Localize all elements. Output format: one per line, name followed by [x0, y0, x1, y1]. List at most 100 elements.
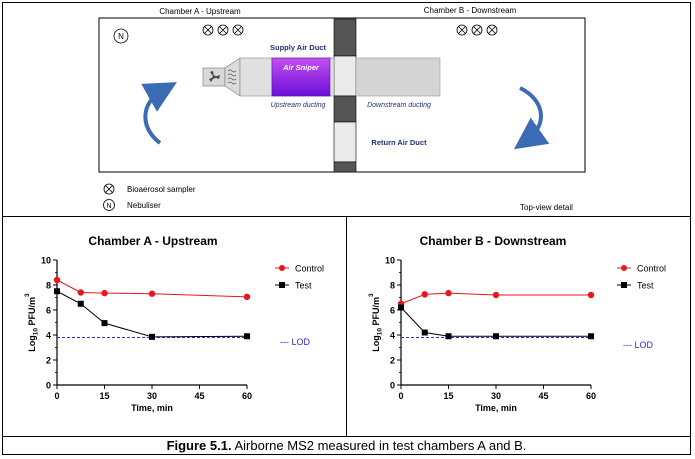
upstream-ducting-label: Upstream ducting	[271, 102, 326, 109]
x-tick-label: 45	[194, 391, 204, 401]
caption-divider	[2, 436, 691, 437]
wall-duct-column	[333, 18, 357, 173]
data-point-test	[244, 333, 250, 340]
y-axis-label-sup: 3	[24, 293, 31, 297]
data-point-control	[101, 289, 108, 297]
nebuliser-symbol: N	[118, 32, 124, 41]
supply-duct-label: Supply Air Duct	[270, 43, 326, 52]
series-line-test	[56, 290, 248, 338]
view-label: Top-view detail	[520, 203, 573, 212]
y-axis-label-rest: PFU/m	[27, 297, 37, 328]
data-point-test	[493, 333, 499, 340]
y-axis-label-sup: 3	[368, 293, 375, 297]
legend-nebuliser-label: Nebuliser	[127, 201, 161, 210]
x-tick-label: 45	[538, 391, 548, 401]
y-axis-label-rest: PFU/m	[371, 297, 381, 328]
y-tick-label: 10	[385, 256, 395, 266]
legend-sampler-label: Bioaerosol sampler	[127, 185, 196, 194]
chamber-b-label: Chamber B - Downstream	[424, 6, 517, 15]
vent-lines-icon	[227, 69, 237, 85]
y-tick-label: 10	[41, 256, 51, 266]
legend-marker-test	[621, 282, 627, 288]
x-tick-label: 15	[443, 391, 453, 401]
y-tick-label: 4	[46, 331, 51, 341]
x-tick-label: 15	[99, 391, 109, 401]
y-axis-label-main: Log	[27, 335, 37, 352]
y-tick-label: 2	[390, 356, 395, 366]
legend-marker-test	[279, 282, 285, 288]
data-point-control	[587, 291, 595, 299]
x-tick-label: 30	[147, 391, 157, 401]
data-point-control	[53, 276, 61, 284]
legend-label-test: Test	[295, 281, 312, 291]
data-point-control	[445, 289, 452, 297]
sampler-icons-b	[456, 24, 498, 36]
data-point-control	[77, 289, 84, 296]
x-tick-label: 60	[242, 391, 252, 401]
legend-marker-control	[279, 265, 285, 271]
legend-marker-control	[621, 265, 627, 271]
data-point-test	[101, 320, 108, 327]
figure-caption-text: Airborne MS2 measured in test chambers A…	[231, 438, 527, 453]
data-point-test	[421, 329, 428, 336]
nebuliser-legend-icon: N	[103, 199, 115, 211]
x-axis-label: Time, min	[475, 403, 517, 413]
downstream-ducting-label: Downstream ducting	[367, 102, 431, 109]
y-axis-label-main: Log	[371, 335, 381, 352]
y-tick-label: 8	[46, 281, 51, 291]
x-axis-label: Time, min	[131, 403, 173, 413]
sampler-icons-a	[202, 24, 244, 36]
y-axis-label: Log10 PFU/m3	[368, 293, 384, 352]
divider-vertical	[346, 216, 347, 436]
fan-icon	[209, 71, 220, 82]
y-axis-label-sub: 10	[33, 328, 40, 336]
x-tick-label: 0	[398, 391, 403, 401]
x-tick-label: 60	[586, 391, 596, 401]
chamber-a-label: Chamber A - Upstream	[159, 7, 241, 16]
data-point-test	[77, 300, 84, 307]
nebuliser-legend-symbol: N	[106, 203, 111, 210]
sampler-legend-icon	[103, 183, 115, 195]
figure-caption: Figure 5.1. Airborne MS2 measured in tes…	[2, 437, 691, 455]
circulation-arrow-icon-b	[513, 86, 550, 150]
data-point-test	[398, 304, 404, 311]
y-axis-label-sub: 10	[377, 328, 384, 336]
return-duct-label: Return Air Duct	[371, 138, 427, 147]
x-tick-label: 0	[54, 391, 59, 401]
data-point-control	[421, 291, 428, 298]
lod-label: --- LOD	[623, 340, 653, 350]
lod-label: --- LOD	[280, 337, 310, 347]
data-point-test	[445, 333, 452, 340]
y-tick-label: 6	[390, 306, 395, 316]
data-point-control	[243, 293, 251, 301]
air-sniper-label: Air Sniper	[282, 63, 320, 72]
y-tick-label: 0	[46, 381, 51, 391]
chart-title: Chamber B - Downstream	[420, 234, 567, 248]
legend-label-control: Control	[637, 264, 666, 274]
data-point-test	[149, 333, 155, 340]
data-point-test	[54, 288, 60, 295]
chart-title: Chamber A - Upstream	[88, 234, 217, 248]
series-line-test	[400, 307, 591, 337]
data-point-control	[492, 291, 500, 299]
chart-chamber-b: Chamber B - Downstream 0 2 4 6 8 10 0 15 30 45 60 Ti…	[368, 234, 666, 413]
nebuliser-icon: N	[113, 28, 129, 44]
data-point-test	[588, 333, 594, 340]
chart-chamber-a: Chamber A - Upstream 0 2 4 6 8 10 0 15 30 45 60 Time…	[24, 234, 324, 413]
figure-label: Figure 5.1.	[166, 438, 232, 453]
y-tick-label: 2	[46, 356, 51, 366]
legend-label-control: Control	[295, 264, 324, 274]
y-tick-label: 8	[390, 281, 395, 291]
y-tick-label: 0	[390, 381, 395, 391]
circulation-arrow-icon-a	[141, 82, 177, 145]
x-tick-label: 30	[491, 391, 501, 401]
air-sniper-unit	[271, 57, 331, 97]
downstream-ducting	[355, 57, 441, 97]
y-tick-label: 6	[46, 306, 51, 316]
chamber-schematic: Chamber A - Upstream Chamber B - Downstr…	[98, 6, 586, 212]
legend-label-test: Test	[637, 281, 654, 291]
y-tick-label: 4	[390, 331, 395, 341]
figure-frame	[2, 2, 691, 455]
y-axis-label: Log10 PFU/m3	[24, 293, 40, 352]
data-point-control	[148, 290, 156, 297]
